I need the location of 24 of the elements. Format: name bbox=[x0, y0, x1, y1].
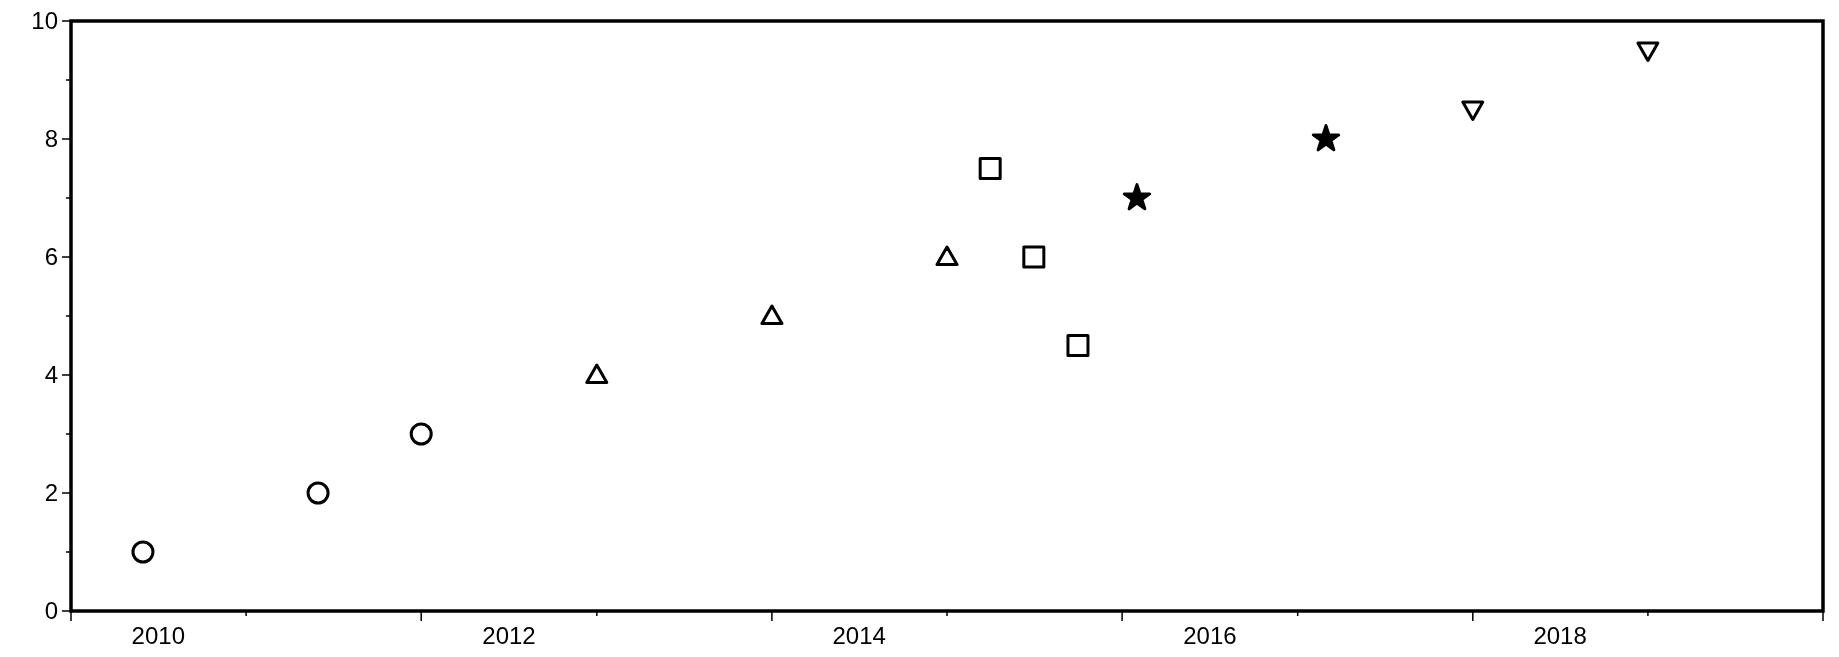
point bbox=[409, 422, 433, 446]
point bbox=[1022, 245, 1046, 269]
point bbox=[1636, 41, 1660, 62]
y-tick-label: 4 bbox=[44, 361, 58, 389]
point bbox=[935, 245, 959, 266]
point bbox=[760, 304, 784, 325]
y-tick-label: 6 bbox=[44, 243, 58, 271]
y-tick-label: 2 bbox=[44, 479, 58, 507]
point bbox=[978, 157, 1002, 180]
y-tick-label: 10 bbox=[31, 7, 58, 35]
point bbox=[1066, 334, 1090, 357]
x-tick-label: 2010 bbox=[131, 622, 186, 649]
y-tick-label: 8 bbox=[44, 125, 58, 153]
y-tick-label: 0 bbox=[44, 597, 58, 625]
x-tick-label: 2016 bbox=[1183, 622, 1237, 649]
point bbox=[1311, 124, 1341, 152]
point bbox=[585, 363, 609, 384]
point bbox=[1461, 100, 1485, 121]
point bbox=[131, 540, 155, 564]
x-tick-label: 2014 bbox=[832, 622, 886, 649]
x-tick-label: 2012 bbox=[482, 622, 536, 649]
point bbox=[306, 481, 330, 505]
x-tick-label: 2018 bbox=[1533, 622, 1587, 649]
point bbox=[1122, 183, 1152, 211]
